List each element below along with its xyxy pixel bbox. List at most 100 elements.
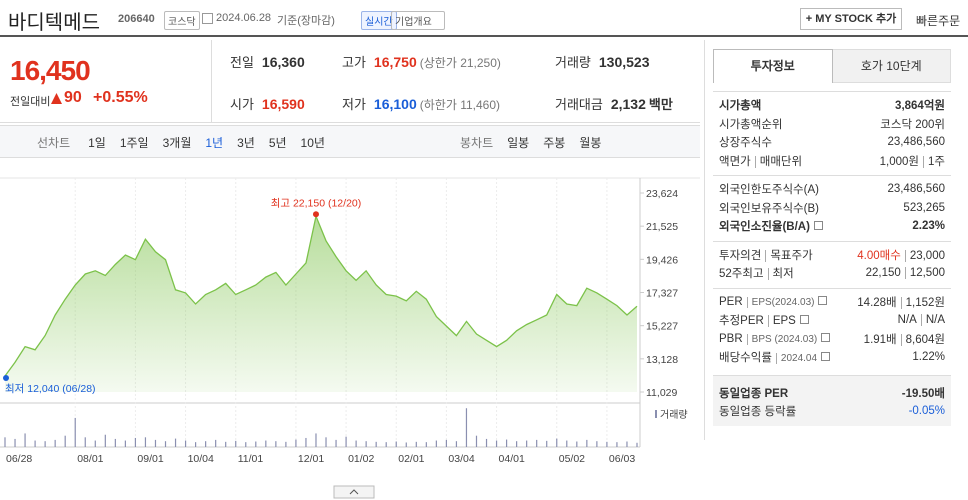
label-part: 목표주가 [765,249,813,262]
volume-bar [174,438,177,447]
row-values: 코스닥 200위 [880,116,945,132]
period-tab[interactable]: 주봉 [543,136,566,150]
collapse-button[interactable] [333,485,375,499]
volume-bar [415,441,417,447]
period-tab[interactable]: 1년 [205,136,224,150]
volume-bar [375,441,377,447]
volume-bar [626,441,628,447]
period-tab[interactable]: 3년 [237,136,255,150]
x-tick-label: 02/01 [398,453,424,465]
date: 2024.06.28 [216,12,272,24]
value-part: 3,864억원 [895,100,945,113]
row-label: 액면가 매매단위 [719,153,803,169]
invest-tab[interactable]: 투자정보 [713,49,833,83]
value-part: 코스닥 200위 [880,118,945,131]
volume-bar [4,437,6,447]
row-values: -19.50배 [902,385,945,401]
invest-group: 외국인한도주식수(A) 23,486,560 외국인보유주식수(B) 523,265 외… [713,175,951,241]
row-values: 4.00매수 23,000 [857,247,945,263]
value-part: 23,486,560 [887,136,945,149]
label-part: EPS [767,315,796,328]
summary-item: 전일 16,360 [230,52,305,72]
volume-bar [465,408,468,447]
header-rule [0,35,968,37]
volume-bar [255,441,257,447]
volume-bar [84,437,86,447]
value-part: 523,265 [903,201,945,214]
volume-bar [235,440,237,447]
row-label: 투자의견 목표주가 [719,247,813,263]
x-tick-label: 06/28 [6,453,32,465]
my-stock-button[interactable]: + MY STOCK 추가 [800,8,902,30]
row-values: 2.23% [912,220,945,232]
label-part: 동일업종 PER [719,387,789,400]
value-part: 22,150 [865,267,901,280]
y-tick-label: 21,525 [646,221,678,233]
row-values: 1,000원 1주 [880,153,945,169]
price-line [4,214,638,377]
summary-value: 16,590 [261,96,305,112]
period-tab[interactable]: 10년 [300,136,325,150]
overview-button[interactable]: 기업개요 [391,11,445,30]
row-values: 3,864억원 [895,97,945,113]
summary-item: 시가 16,590 [230,94,305,114]
y-tick-label: 23,624 [646,188,678,200]
row-label: 동일업종 등락률 [719,403,796,419]
volume-bar [395,441,397,447]
invest-row: 투자의견 목표주가 4.00매수 23,000 [719,246,945,265]
x-tick-label: 09/01 [137,453,163,465]
summary-label: 시가 [230,97,254,112]
realtime-badge[interactable]: 실시간 [361,11,397,30]
row-label: 상장주식수 [719,134,772,150]
summary-note: (상한가 21,250) [419,56,501,70]
period-tab[interactable]: 5년 [268,136,287,150]
label-part: 최저 [767,268,794,281]
period-group-label: 선차트 [37,136,71,150]
label-part: PBR [719,332,743,345]
volume-bar [34,440,36,447]
volume-bar [485,438,488,447]
price-chart: 06/28 08/01 09/01 10/04 11/01 12/01 01/02 02/01… [0,177,700,499]
invest-group: PER EPS(2024.03) 14.28배 1,152원 추정PER EPS N/A N/… [713,287,951,372]
value-part: 1.91배 [863,333,897,346]
volume-bar [124,440,126,447]
calendar-icon [202,13,213,24]
volume-bar [54,439,56,447]
x-tick-label: 08/01 [77,453,103,465]
invest-group: 동일업종 PER -19.50배 동일업종 등락률 -0.05% [713,374,951,426]
quick-order[interactable]: 빠른주문 [916,14,961,28]
low-label: 최저 12,040 (06/28) [5,383,96,395]
info-icon [821,352,831,362]
volume-bar [556,438,558,447]
invest-group: 투자의견 목표주가 4.00매수 23,000 52주최고 최저 22,150 12,500 [713,240,951,288]
period-tab[interactable]: 1일 [88,136,106,150]
invest-tab[interactable]: 호가 10단계 [832,49,951,83]
label-part: 시가총액순위 [719,118,783,131]
period-tab[interactable]: 1주일 [119,136,149,150]
volume-bar [205,441,207,447]
invest-tabs: 투자정보 호가 10단계 [713,49,951,83]
volume-bar [505,439,508,447]
market-badge: 코스닥 [164,11,200,30]
invest-row: 추정PER EPS N/A N/A [719,311,945,330]
label-part: 상장주식수 [719,137,772,150]
row-values: 23,486,560 [887,136,945,148]
y-tick-label: 13,128 [646,354,678,366]
up-arrow [51,93,62,104]
invest-row: 52주최고 최저 22,150 12,500 [719,264,945,283]
summary-note: (하한가 11,460) [419,98,501,112]
change-percent: +0.55% [93,89,148,106]
period-tab[interactable]: 일봉 [507,136,530,150]
volume-bar [154,439,157,447]
volume-bar [516,441,518,447]
volume-bar [576,441,578,447]
volume-bar [325,437,327,447]
volume-bar [616,442,618,447]
period-tab[interactable]: 3개월 [162,136,192,150]
row-values: 23,486,560 [887,183,945,195]
summary-item: 저가 16,100 (하한가 11,460) [342,94,500,114]
period-tab[interactable]: 월봉 [579,136,602,150]
invest-row: 동일업종 등락률 -0.05% [719,402,945,421]
volume-bar [536,439,538,447]
